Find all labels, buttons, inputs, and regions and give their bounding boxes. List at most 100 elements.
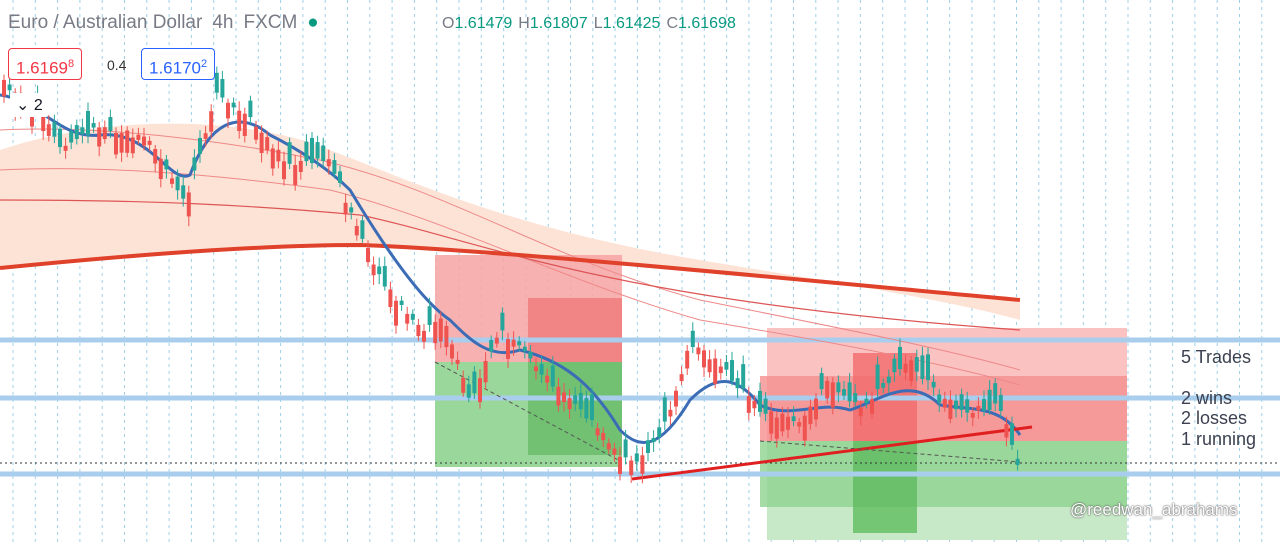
candle-body bbox=[965, 399, 970, 413]
candle-body bbox=[248, 100, 253, 118]
annotation: 1 running bbox=[1181, 429, 1257, 449]
candle-body bbox=[774, 417, 779, 439]
candle-body bbox=[724, 361, 729, 370]
candle-body bbox=[746, 396, 751, 413]
candle-body bbox=[847, 382, 852, 402]
candle-body bbox=[343, 202, 348, 215]
candle-body bbox=[198, 137, 202, 154]
ohlc-value: 1.61698 bbox=[678, 15, 736, 32]
candle-body bbox=[752, 400, 757, 409]
status-dot: ● bbox=[307, 12, 319, 33]
candle-body bbox=[321, 145, 326, 162]
candle-body bbox=[634, 453, 639, 462]
buy-button[interactable]: 1.61702 bbox=[141, 48, 216, 80]
candle-body bbox=[119, 133, 124, 153]
candle-body bbox=[293, 165, 298, 185]
candle-body bbox=[181, 185, 186, 199]
candle-body bbox=[58, 128, 62, 148]
candle-body bbox=[2, 79, 6, 97]
candle-body bbox=[640, 455, 645, 474]
candle-body bbox=[903, 363, 908, 373]
candle-body bbox=[142, 136, 146, 146]
candle-body bbox=[713, 358, 718, 384]
interval: 4h bbox=[212, 12, 234, 33]
trade-path bbox=[759, 440, 1021, 463]
annotation: 5 Trades bbox=[1181, 347, 1252, 367]
candle-body bbox=[332, 160, 337, 174]
candle-body bbox=[326, 159, 331, 167]
candle-body bbox=[360, 220, 365, 239]
candle-body bbox=[870, 399, 874, 414]
candle-body bbox=[517, 341, 522, 346]
indicators-toggle[interactable]: ⌄ 2 bbox=[10, 93, 49, 117]
candle-body bbox=[836, 382, 841, 393]
candle-body bbox=[982, 399, 986, 411]
indicators-count: 2 bbox=[33, 97, 43, 114]
candle-body bbox=[584, 398, 589, 419]
candle-body bbox=[494, 337, 499, 344]
candle-body bbox=[388, 289, 393, 308]
candle-body bbox=[601, 432, 606, 441]
ohlc-label: L bbox=[593, 15, 603, 32]
candle-body bbox=[769, 411, 774, 434]
ema bbox=[0, 128, 1021, 371]
candle-body bbox=[478, 378, 482, 403]
candle-body bbox=[646, 440, 650, 453]
annotation: 2 losses bbox=[1181, 408, 1248, 428]
candle-body bbox=[522, 346, 527, 351]
candle-body bbox=[528, 351, 533, 359]
candle-body bbox=[209, 111, 214, 132]
candle-body bbox=[287, 142, 292, 164]
candle-body bbox=[590, 394, 594, 421]
candle-body bbox=[595, 428, 600, 436]
sell-pip: 8 bbox=[68, 58, 75, 70]
candle-body bbox=[987, 389, 992, 411]
candle-body bbox=[270, 148, 275, 169]
tp-zone bbox=[853, 441, 917, 533]
candle-body bbox=[881, 383, 886, 388]
candle-body bbox=[702, 350, 706, 368]
candle-body bbox=[914, 357, 919, 372]
candle-body bbox=[315, 142, 320, 159]
candle-body bbox=[886, 376, 891, 384]
candle-body bbox=[366, 248, 370, 263]
candle-body bbox=[231, 102, 236, 108]
candle-body bbox=[41, 115, 46, 132]
candle-body bbox=[808, 406, 813, 425]
candle-body bbox=[52, 122, 57, 137]
candle-body bbox=[696, 347, 701, 355]
sell-button[interactable]: 1.61698 bbox=[8, 48, 83, 80]
candle-body bbox=[970, 413, 975, 418]
ohlc-label: O bbox=[442, 15, 455, 32]
candle-body bbox=[942, 398, 947, 408]
candle-body bbox=[410, 313, 415, 320]
candle-body bbox=[186, 192, 191, 217]
candle-body bbox=[786, 416, 790, 430]
candle-body bbox=[97, 127, 102, 147]
candle-body bbox=[926, 354, 930, 381]
candle-body bbox=[102, 127, 107, 140]
candle-body bbox=[242, 113, 247, 136]
candle-body bbox=[349, 207, 354, 213]
candle-body bbox=[472, 371, 477, 394]
candle-body bbox=[354, 226, 359, 236]
candle-body bbox=[623, 439, 628, 458]
candle-body bbox=[909, 360, 914, 381]
candle-body bbox=[438, 318, 443, 342]
candle-body bbox=[668, 409, 673, 417]
symbol-header: Euro / Australian Dollar 4h FXCM ● bbox=[8, 12, 329, 34]
ma-ribbon bbox=[0, 123, 1020, 321]
candle-body bbox=[606, 443, 611, 450]
candle-body bbox=[394, 300, 398, 326]
candle-body bbox=[220, 79, 225, 98]
candle-body bbox=[164, 159, 169, 170]
trade-path bbox=[434, 361, 623, 463]
candle-body bbox=[651, 437, 656, 443]
ohlc-value: 1.61479 bbox=[454, 15, 513, 32]
candle-body bbox=[562, 392, 566, 402]
candle-body bbox=[618, 456, 622, 474]
candle-body bbox=[80, 127, 85, 135]
candle-body bbox=[276, 149, 281, 162]
candle-body bbox=[573, 395, 578, 404]
